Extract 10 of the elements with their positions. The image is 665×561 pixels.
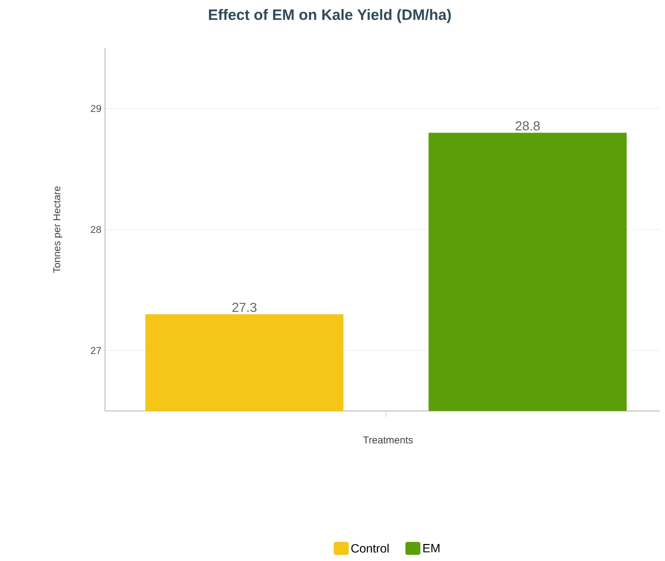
y-tick-label: 29 xyxy=(90,104,102,112)
x-axis-title: Treatments xyxy=(363,436,413,444)
chart-title: Effect of EM on Kale Yield (DM/ha) xyxy=(208,9,451,23)
data-label: 27.3 xyxy=(232,302,256,312)
data-label: 28.8 xyxy=(516,121,540,130)
y-tick-label: 27 xyxy=(90,347,101,354)
y-axis-title: Tonnes per Hectare xyxy=(53,186,62,273)
legend-label: EM xyxy=(423,544,440,552)
legend-label: Control xyxy=(351,544,389,553)
y-tick-label: 28 xyxy=(90,226,102,234)
